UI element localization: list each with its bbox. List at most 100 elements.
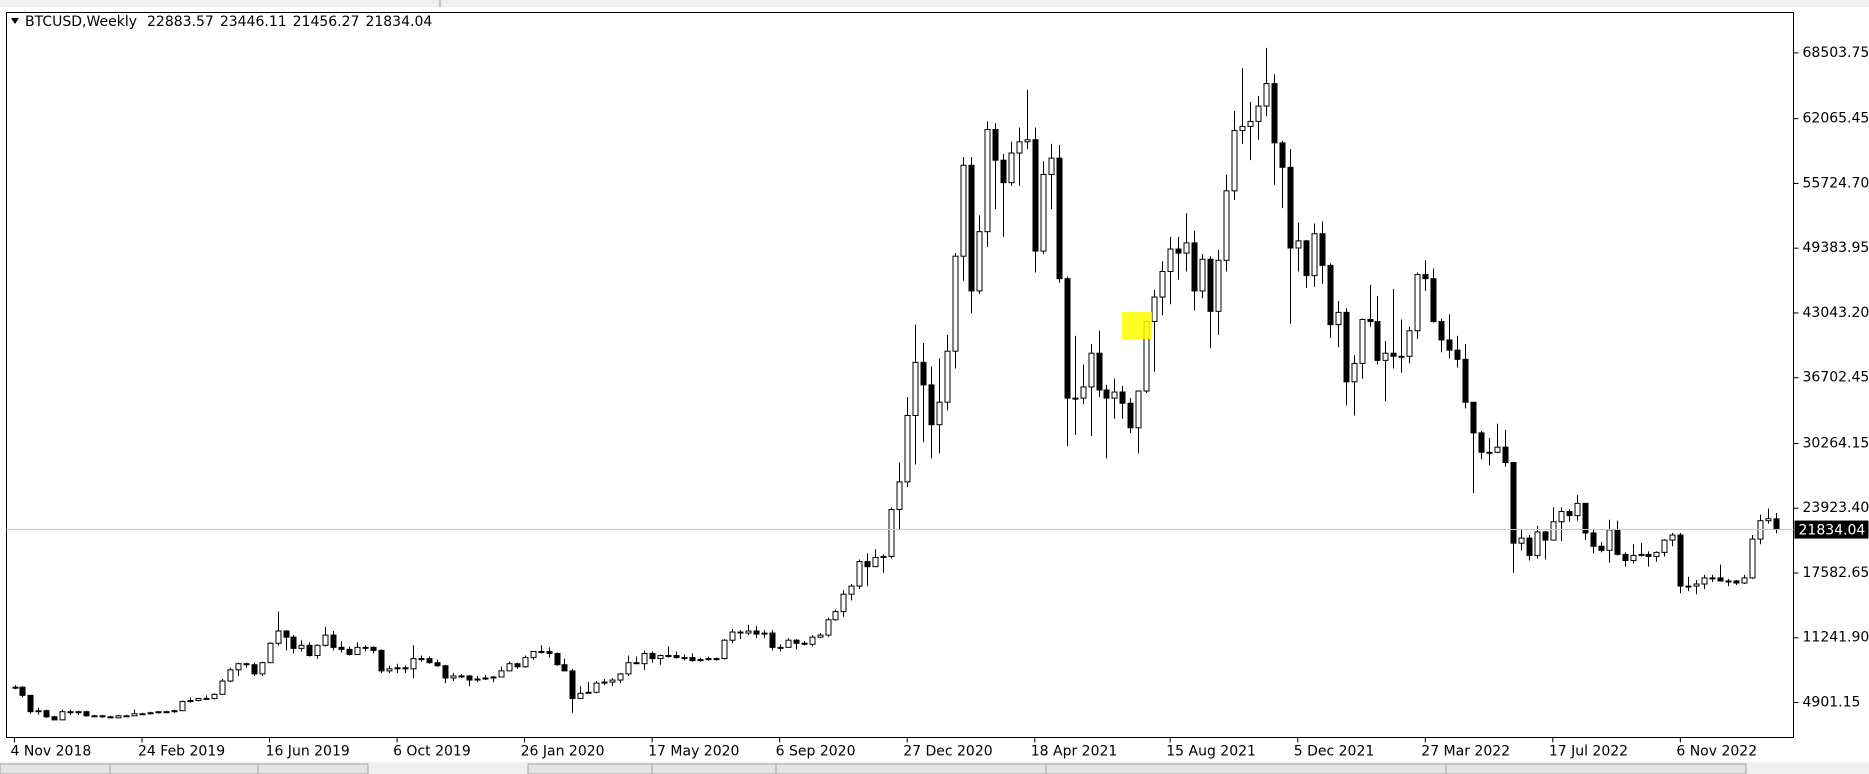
- y-tick-label: 55724.70: [1803, 175, 1869, 191]
- candle-body: [1359, 319, 1366, 364]
- candle-body: [115, 715, 122, 719]
- x-tick-label: 4 Nov 2018: [11, 744, 92, 760]
- tab[interactable]: [651, 763, 777, 774]
- candle-body: [1096, 352, 1103, 391]
- low-value: 21456.27: [293, 14, 360, 30]
- y-tick-label: 68503.75: [1803, 45, 1869, 61]
- candle-body: [1247, 120, 1254, 127]
- candle-body: [649, 652, 656, 660]
- candle-body: [187, 699, 194, 702]
- candle-body: [1749, 538, 1756, 579]
- candle-body: [1709, 577, 1716, 580]
- x-tick-label: 6 Sep 2020: [776, 744, 856, 760]
- candle-body: [769, 632, 776, 648]
- candle-body: [1685, 585, 1692, 588]
- candle-body: [689, 657, 696, 662]
- candle-body: [1677, 534, 1684, 587]
- candle-body: [1733, 580, 1740, 584]
- candle-body: [617, 673, 624, 681]
- candle-body: [681, 657, 688, 660]
- candle-body: [1542, 531, 1549, 541]
- candle-body: [131, 713, 138, 717]
- candle-body: [896, 481, 903, 510]
- x-tick-label: 27 Dec 2020: [903, 744, 992, 760]
- candle-body: [1661, 539, 1668, 553]
- candle-body: [1327, 264, 1334, 326]
- candle-body: [1000, 159, 1007, 184]
- tab[interactable]: [527, 763, 653, 774]
- candle-body: [872, 556, 879, 568]
- candle-body: [705, 658, 712, 661]
- candle-body: [1526, 537, 1533, 556]
- candle-body: [378, 649, 385, 672]
- candle-body: [960, 164, 967, 257]
- candle-body: [729, 631, 736, 641]
- candle-body: [442, 665, 449, 679]
- candle-body: [267, 642, 274, 664]
- candle-body: [1303, 240, 1310, 277]
- candle-body: [155, 711, 162, 714]
- tab[interactable]: [109, 763, 259, 774]
- candle-body: [418, 658, 425, 661]
- title-bar: BTCUSD,Weekly 22883.57 23446.11 21456.27 218…: [11, 14, 432, 30]
- y-tick-label: 11241.90: [1803, 630, 1869, 646]
- candle-body: [227, 669, 234, 682]
- candle-body: [1111, 391, 1118, 399]
- candle-body: [641, 652, 648, 665]
- candle-body: [1151, 296, 1158, 323]
- candle-body: [1773, 518, 1780, 531]
- candle-body: [275, 630, 282, 644]
- candle-body: [1590, 532, 1597, 547]
- y-tick-label: 43043.20: [1803, 305, 1869, 321]
- candle-body: [91, 715, 98, 718]
- candle-body: [1510, 461, 1517, 544]
- candle-body: [99, 715, 106, 718]
- tab[interactable]: [257, 763, 369, 774]
- candle-body: [1701, 577, 1708, 585]
- candle-body: [211, 693, 218, 699]
- candle-body: [203, 697, 210, 700]
- candle-body: [346, 648, 353, 656]
- candle-body: [793, 639, 800, 644]
- candle-body: [1374, 321, 1381, 361]
- candle-body: [625, 662, 632, 675]
- collapse-triangle[interactable]: [11, 18, 19, 24]
- candle-body: [75, 711, 82, 714]
- tab[interactable]: [1045, 763, 1447, 774]
- candle-body: [1550, 521, 1557, 541]
- candle-body: [840, 593, 847, 613]
- candle-body: [657, 655, 664, 660]
- plot-frame: [6, 12, 1794, 738]
- tab[interactable]: [0, 763, 111, 774]
- candle-body: [554, 652, 561, 666]
- candle-body: [354, 646, 361, 656]
- candle-body: [530, 650, 537, 659]
- candle-body: [1630, 554, 1637, 562]
- candle-body: [936, 401, 943, 426]
- candle-body: [1638, 553, 1645, 556]
- chart-title: BTCUSD,Weekly 22883.57 23446.11 21456.27 218…: [25, 14, 432, 30]
- candle-body: [593, 682, 600, 693]
- candle-body: [314, 644, 321, 657]
- candle-body: [1717, 577, 1724, 582]
- tab[interactable]: [775, 763, 1047, 774]
- x-tick-label: 26 Jan 2020: [521, 744, 605, 760]
- candle-body: [1351, 362, 1358, 383]
- candle-body: [546, 650, 553, 654]
- tab[interactable]: [1445, 763, 1747, 774]
- candle-body: [123, 715, 130, 718]
- candle-body: [1582, 502, 1589, 534]
- candle-body: [1518, 537, 1525, 544]
- candle-body: [920, 361, 927, 386]
- candle-body: [601, 681, 608, 684]
- candle-body: [1606, 529, 1613, 551]
- candle-body: [330, 634, 337, 648]
- candle-body: [259, 662, 266, 675]
- candle-body: [394, 667, 401, 670]
- candle-body: [753, 630, 760, 635]
- candle-body: [1135, 390, 1142, 429]
- candle-body: [1032, 139, 1039, 252]
- candle-body: [1191, 242, 1198, 292]
- candle-body: [1295, 240, 1302, 249]
